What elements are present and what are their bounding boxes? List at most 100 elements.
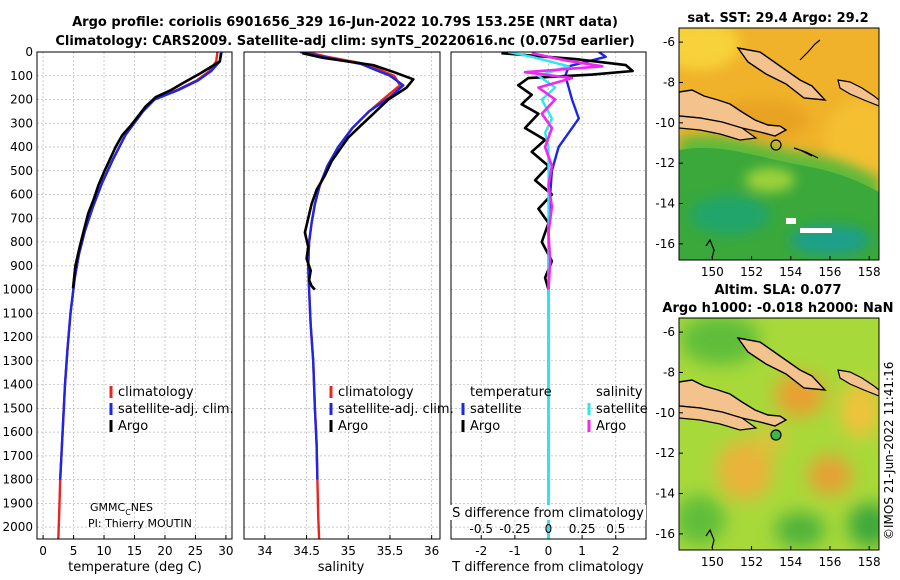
map-y-tick-label: -6 (663, 325, 675, 339)
map-y-tick-label: -10 (655, 406, 675, 420)
depth-tick-label: 1000 (2, 283, 33, 297)
sla-map-image (679, 318, 879, 550)
series-line-satellite-adj-clim (59, 52, 223, 480)
depth-tick-label: 1600 (2, 425, 33, 439)
x-tick-label: 25 (188, 544, 203, 558)
map-x-tick-label: 150 (701, 265, 724, 279)
s-x-tick-label: 0.25 (569, 522, 596, 536)
x-tick-label: 34.5 (293, 544, 320, 558)
map-y-tick-label: -12 (655, 156, 675, 170)
series-line-argo (71, 53, 223, 289)
s-x-tick-label: -0.5 (470, 522, 493, 536)
credit-group-prefix: GMMC (90, 501, 126, 514)
sst-missing-data (786, 218, 796, 224)
x-tick-label: 10 (96, 544, 111, 558)
legend-label-satellite-adj: satellite-adj. clim. (338, 402, 454, 417)
difference-lines (501, 52, 634, 539)
sst-map-image (679, 28, 879, 260)
x-tick-label: 5 (70, 544, 78, 558)
map-x-tick-label: 152 (740, 555, 763, 569)
temperature-lines (57, 52, 223, 539)
argo-location-marker (770, 429, 782, 441)
legend-label-t-argo: Argo (470, 419, 500, 434)
depth-tick-label: 1100 (2, 306, 33, 320)
legend-label-satellite-adj: satellite-adj. clim. (118, 402, 234, 417)
sla-map-ticks: 150 152 154 156 158 -6 -8 -10 -12 -14 -16 (655, 325, 880, 569)
map-x-tick-label: 154 (779, 265, 802, 279)
depth-tick-label: 800 (10, 235, 33, 249)
land-coastline (799, 39, 821, 61)
salinity-legend: climatology satellite-adj. clim. Argo (329, 385, 454, 434)
map-y-tick-label: -14 (655, 487, 675, 501)
depth-tick-label: 200 (10, 93, 33, 107)
series-line-t-argo (501, 52, 634, 290)
map-y-tick-label: -16 (655, 237, 675, 251)
s-difference-label-background (450, 505, 646, 520)
land-new-britain (736, 47, 827, 101)
x-tick-label: 35.5 (377, 544, 404, 558)
depth-tick-label: 500 (10, 164, 33, 178)
depth-tick-label: 900 (10, 259, 33, 273)
sla-map-frame (678, 317, 880, 551)
argo-location-marker (770, 139, 782, 151)
sla-map-title: Altim. SLA: 0.077 (715, 283, 842, 298)
salinity-grid (244, 51, 440, 539)
sla-map: Altim. SLA: 0.077 Argo h1000: -0.018 h20… (655, 283, 893, 569)
x-tick-label: 35 (341, 544, 356, 558)
x-tick-label: 2 (612, 544, 620, 558)
x-tick-label: 20 (157, 544, 172, 558)
sla-map-subtitle: Argo h1000: -0.018 h2000: NaN (662, 301, 893, 316)
t-difference-xlabel: T difference from climatology (451, 560, 644, 575)
temperature-tick-labels: 0 5 10 15 20 25 30 (39, 544, 233, 558)
x-tick-label: 0 (39, 544, 47, 558)
series-line-climatology (306, 52, 402, 539)
x-tick-label: -2 (475, 544, 487, 558)
depth-tick-label: 1200 (2, 330, 33, 344)
copyright-stamp: ©IMOS 21-Jun-2022 11:41:16 (882, 362, 896, 540)
s-difference-xlabel: S difference from climatology (452, 506, 644, 521)
land-new-britain (736, 337, 827, 391)
depth-tick-label: 2000 (2, 520, 33, 534)
depth-tick-label: 1800 (2, 473, 33, 487)
land-peninsula (679, 115, 758, 141)
map-x-tick-label: 156 (819, 265, 842, 279)
temperature-difference-legend: temperature satellite Argo (461, 385, 552, 434)
land-peninsula (679, 405, 758, 431)
legend-heading-salinity: salinity (596, 385, 643, 400)
depth-tick-label: 100 (10, 69, 33, 83)
salinity-xlabel: salinity (318, 560, 365, 575)
depth-tick-label: 1400 (2, 378, 33, 392)
depth-tick-label: 700 (10, 211, 33, 225)
x-tick-label: 36 (424, 544, 439, 558)
salinity-panel: 34 34.5 35 35.5 36 salinity climatology sate… (243, 51, 454, 575)
temperature-legend: climatology satellite-adj. clim. Argo (109, 385, 234, 434)
sst-map: sat. SST: 29.4 Argo: 29.2 (655, 11, 880, 279)
depth-tick-label: 0 (25, 45, 33, 59)
sla-field-variation (679, 318, 879, 548)
legend-label-s-argo: Argo (596, 419, 626, 434)
temperature-axes-frame (36, 51, 233, 540)
map-y-tick-label: -8 (663, 75, 675, 89)
map-y-tick-label: -16 (655, 527, 675, 541)
legend-label-s-satellite: satellite (596, 402, 648, 417)
temperature-grid (37, 51, 232, 539)
credit-pi: PI: Thierry MOUTIN (88, 517, 192, 530)
land-bougainville (837, 369, 879, 397)
legend-label-t-satellite: satellite (470, 402, 522, 417)
credit-group-suffix: NES (131, 501, 153, 514)
difference-axes-frame (450, 51, 647, 540)
s-difference-tick-labels: -0.5 -0.25 0 0.25 0.5 (470, 522, 626, 536)
salinity-lines (299, 52, 415, 539)
x-tick-label: 1 (578, 544, 586, 558)
x-tick-label: 0 (545, 544, 553, 558)
x-tick-label: 34 (257, 544, 272, 558)
map-x-tick-label: 154 (779, 555, 802, 569)
depth-tick-label: 400 (10, 140, 33, 154)
depth-tick-labels: 0 100 200 300 400 500 600 700 800 900 1000 1100 1200… (2, 45, 33, 534)
depth-tick-label: 1700 (2, 449, 33, 463)
figure-title-line2: Climatology: CARS2009. Satellite-adj cli… (55, 34, 634, 49)
map-x-tick-label: 158 (858, 555, 881, 569)
map-y-tick-label: -12 (655, 446, 675, 460)
map-y-tick-label: -8 (663, 365, 675, 379)
